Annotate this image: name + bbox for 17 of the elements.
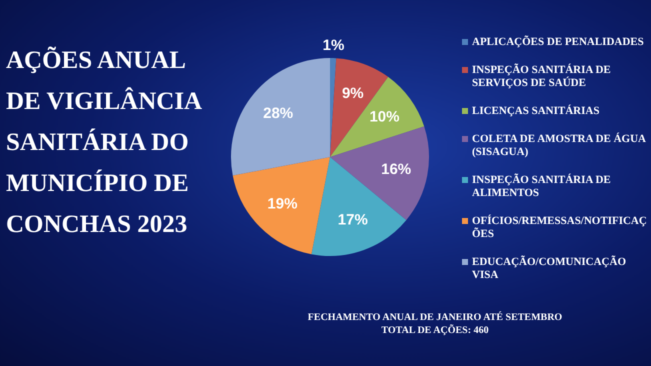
text: AÇÕES ANUAL DE VIGILÂNCIA SANITÁRIA DO MUNICÍPIO DE CONCHAS 2023 — [6, 46, 202, 240]
data-label: 16% — [381, 160, 412, 178]
text: TOTAL DE AÇÕES: 460 — [380, 324, 490, 337]
legend-label: EDUCAÇÃO/COMUNICAÇÃO VISA — [472, 256, 627, 282]
legend-label: INSPEÇÃO SANITÁRIA DE SERVIÇOS DE SAÚDE — [472, 64, 612, 90]
data-label: 28% — [263, 105, 294, 122]
data-label: 1% — [322, 37, 344, 54]
text: FECHAMENTO ANUAL DE JANEIRO ATÉ SETEMBRO — [306, 311, 564, 324]
legend-label: OFÍCIOS/REMESSAS/NOTIFICAÇÕES — [472, 215, 647, 241]
legend-label: LICENÇAS SANITÁRIAS — [472, 105, 600, 118]
legend-label: COLETA DE AMOSTRA DE ÁGUA (SISAGUA) — [472, 133, 647, 159]
data-label: 19% — [267, 196, 298, 213]
data-label: 10% — [369, 108, 400, 126]
legend-label: APLICAÇÕES DE PENALIDADES — [472, 36, 644, 49]
data-label: 9% — [342, 84, 364, 102]
legend-label: INSPEÇÃO SANITÁRIA DE ALIMENTOS — [472, 174, 612, 200]
data-label: 17% — [338, 211, 368, 228]
